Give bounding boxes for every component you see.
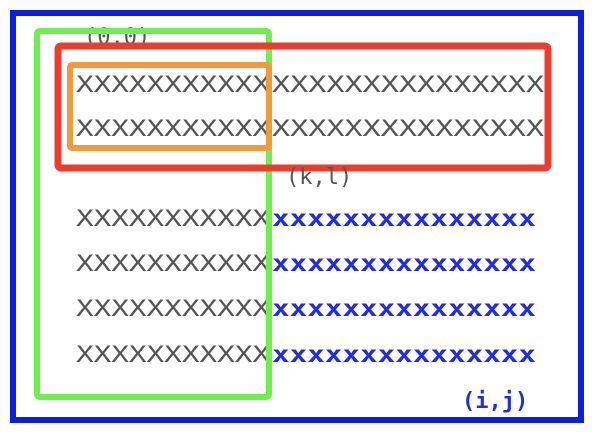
row-5-right: xxxxxxxxxxxxxxx [272,296,536,322]
green-box [34,28,272,400]
row-1-right: XXXXXXXXXXXXXXX [272,73,545,98]
ij-label: (i,j) [462,389,528,414]
outer-blue-box [10,10,584,423]
text-rows: XXXXXXXXXXX XXXXXXXXXXXXXXX XXXXXXXXXXX … [76,73,545,368]
row-5-gray: XXXXXXXXXXX [76,297,271,322]
row-2-gray: XXXXXXXXXXX [76,117,271,142]
row-1-gray: XXXXXXXXXXX [76,73,271,98]
row-4-gray: XXXXXXXXXXX [76,252,271,277]
row-3-right: xxxxxxxxxxxxxxx [272,206,536,232]
red-box [54,42,552,172]
row-6-right: xxxxxxxxxxxxxxx [272,342,536,368]
row-2-right: XXXXXXXXXXXXXXX [272,117,545,142]
orange-box [67,62,272,151]
kl-label: (k,l) [286,165,352,190]
row-4-right: xxxxxxxxxxxxxxx [272,251,536,277]
row-6-gray: XXXXXXXXXXX [76,343,271,368]
row-3-gray: XXXXXXXXXXX [76,207,271,232]
